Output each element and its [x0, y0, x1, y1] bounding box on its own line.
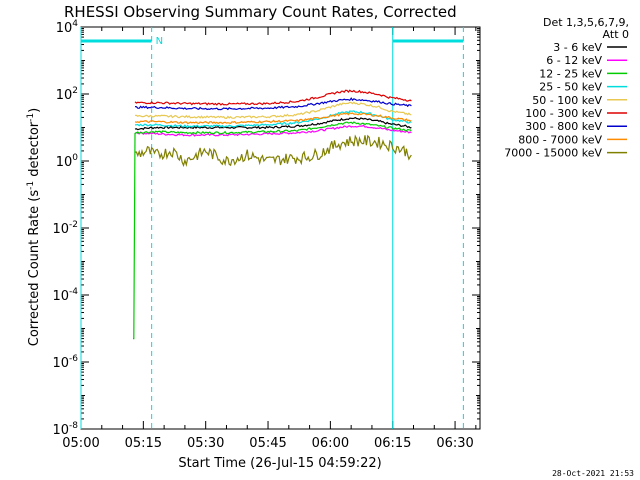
- legend-label: 25 - 50 keV: [539, 81, 602, 94]
- interval-markers: N: [80, 27, 464, 429]
- series-line: [134, 116, 412, 131]
- chart-title: RHESSI Observing Summary Count Rates, Co…: [64, 3, 457, 21]
- interval-bar-label: N: [156, 36, 163, 47]
- y-tick-exp: -2: [69, 220, 78, 230]
- y-tick-exp: -4: [69, 287, 78, 297]
- series-line: [134, 97, 412, 111]
- series-line: [134, 134, 412, 168]
- plot-frame: [80, 26, 481, 430]
- y-tick-label: 10-6: [52, 354, 78, 371]
- x-tick-label: 05:45: [249, 436, 286, 451]
- x-tick-label: 06:15: [374, 436, 411, 451]
- footer-timestamp: 28-Oct-2021 21:53: [552, 469, 634, 478]
- y-tick-base: 10: [56, 88, 73, 103]
- y-tick-exp: 0: [72, 153, 78, 163]
- y-axis-label: Corrected Count Rate (s-1 detector-1): [26, 108, 42, 346]
- x-tick-label: 05:00: [62, 436, 99, 451]
- y-tick-label: 100: [56, 153, 79, 170]
- series-line: [134, 89, 412, 106]
- legend-label: 7000 - 15000 keV: [504, 147, 602, 160]
- axis-ticks: [80, 26, 480, 430]
- y-tick-base: 10: [52, 423, 69, 438]
- series-line: [133, 121, 412, 340]
- x-tick-label: 05:30: [187, 436, 224, 451]
- y-tick-label: 10-2: [52, 220, 78, 237]
- series-line: [134, 124, 412, 137]
- series-lines: [133, 89, 412, 340]
- x-tick-label: 06:00: [312, 436, 349, 451]
- x-tick-label: 06:30: [436, 436, 473, 451]
- y-axis-label-sup2: -1: [26, 113, 36, 122]
- y-tick-base: 10: [56, 155, 73, 170]
- y-tick-base: 10: [56, 21, 73, 36]
- series-line: [134, 110, 412, 128]
- legend-label: 300 - 800 keV: [525, 120, 602, 133]
- y-tick-base: 10: [52, 356, 69, 371]
- y-axis-label-end: ): [27, 108, 42, 113]
- plot-area: [80, 26, 481, 430]
- y-tick-label: 104: [56, 19, 79, 36]
- legend-label: 12 - 25 keV: [539, 67, 602, 80]
- y-axis-label-sup1: -1: [26, 181, 36, 190]
- series-line: [134, 101, 412, 120]
- y-axis-label-main: Corrected Count Rate (s: [27, 190, 42, 347]
- y-tick-label: 102: [56, 86, 78, 103]
- legend-label: 6 - 12 keV: [546, 54, 602, 67]
- legend-label: 50 - 100 keV: [532, 94, 602, 107]
- y-tick-exp: -6: [69, 354, 78, 364]
- y-tick-base: 10: [52, 289, 69, 304]
- y-tick-exp: -8: [69, 421, 78, 431]
- y-axis-label-mid: detector: [27, 121, 42, 181]
- legend-label: 100 - 300 keV: [525, 107, 602, 120]
- legend-label: 3 - 6 keV: [553, 41, 602, 54]
- y-tick-label: 10-4: [52, 287, 78, 304]
- legend-header-line-2: Att 0: [603, 28, 629, 41]
- y-tick-exp: 2: [72, 86, 78, 96]
- y-tick-exp: 4: [72, 19, 78, 29]
- y-tick-base: 10: [52, 222, 69, 237]
- series-line: [134, 112, 412, 125]
- x-tick-label: 05:15: [125, 436, 162, 451]
- y-tick-label: 10-8: [52, 421, 78, 438]
- legend-label: 800 - 7000 keV: [518, 133, 602, 146]
- x-axis-label: Start Time (26-Jul-15 04:59:22): [178, 456, 381, 471]
- legend-header-line-1: Det 1,3,5,6,7,9,: [543, 16, 629, 29]
- x-tick-labels: 05:00 05:15 05:30 05:45 06:00 06:15 06:30: [62, 436, 474, 451]
